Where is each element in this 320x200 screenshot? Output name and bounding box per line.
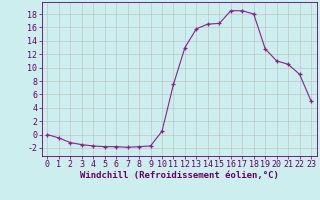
X-axis label: Windchill (Refroidissement éolien,°C): Windchill (Refroidissement éolien,°C) xyxy=(80,171,279,180)
